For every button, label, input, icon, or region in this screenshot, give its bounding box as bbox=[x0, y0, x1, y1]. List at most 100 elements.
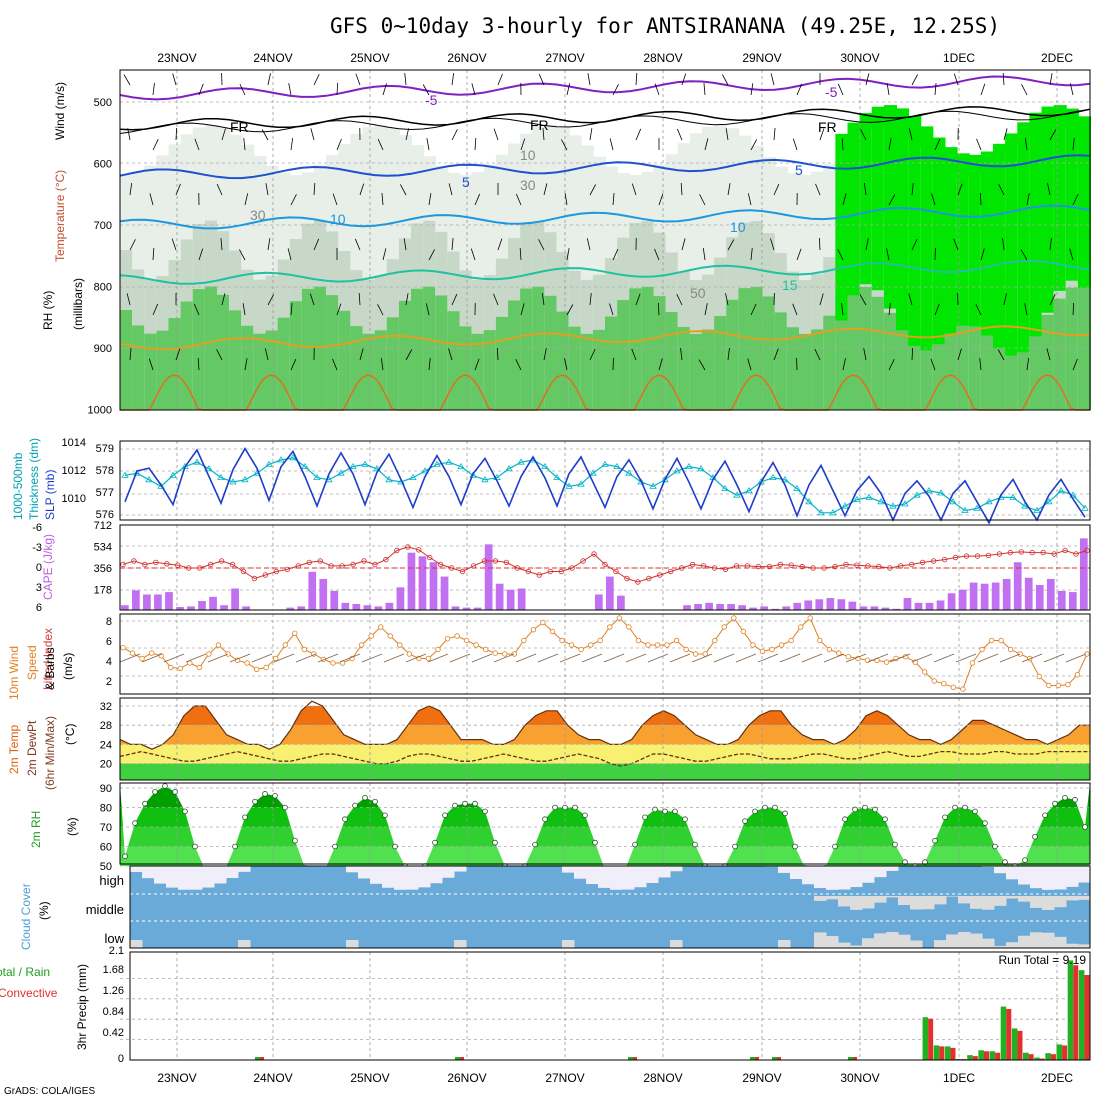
cape-bar bbox=[143, 594, 151, 610]
wind-speed-point bbox=[1036, 673, 1042, 680]
rh-shade bbox=[750, 286, 764, 410]
wind10m-barb bbox=[449, 653, 471, 663]
high-cloud-gap bbox=[202, 866, 215, 888]
date-label-top: 29NOV bbox=[742, 51, 781, 65]
cape-bar bbox=[892, 608, 901, 610]
wind-speed-point bbox=[607, 624, 613, 630]
thickness-point bbox=[289, 454, 297, 461]
high-cloud-gap bbox=[142, 866, 155, 879]
wind-barb bbox=[149, 193, 154, 206]
wind-speed-point bbox=[1017, 651, 1023, 657]
precip-total-bar bbox=[1023, 1052, 1029, 1060]
rh-shade bbox=[665, 312, 679, 410]
low-cloud-gap bbox=[874, 933, 887, 948]
rh-shade bbox=[1029, 112, 1043, 337]
wind-barb bbox=[471, 83, 476, 96]
contour-label: 10 bbox=[330, 211, 346, 227]
wind-barb bbox=[842, 358, 846, 371]
rh-shade bbox=[799, 333, 813, 410]
rh2m-units-label: (%) bbox=[65, 817, 79, 836]
date-label-top: 1DEC bbox=[943, 51, 975, 65]
rh-point bbox=[972, 808, 978, 815]
wind-speed-point bbox=[597, 637, 603, 644]
cape-bar bbox=[132, 590, 140, 610]
wind-speed-point bbox=[998, 637, 1004, 644]
wind-barb bbox=[428, 358, 431, 371]
li-point bbox=[887, 565, 893, 571]
rh-shade bbox=[920, 126, 934, 351]
cape-bar bbox=[495, 583, 504, 610]
cape-bar bbox=[396, 587, 405, 610]
pressure-tick: 900 bbox=[94, 343, 112, 355]
rh-shade bbox=[908, 333, 922, 410]
wind-barb bbox=[216, 349, 223, 361]
precip-rain-bar bbox=[1062, 1045, 1068, 1060]
high-cloud-gap bbox=[562, 866, 575, 873]
low-cloud-gap bbox=[910, 940, 923, 948]
high-cloud-gap bbox=[1006, 866, 1019, 880]
rh-shade bbox=[277, 317, 291, 410]
li-point bbox=[602, 561, 608, 568]
wind-barb bbox=[911, 183, 914, 196]
wind-barb bbox=[837, 249, 844, 261]
cape-bar bbox=[385, 602, 394, 610]
wind-barb bbox=[313, 74, 320, 86]
wind-barb bbox=[566, 248, 570, 261]
wind-barb bbox=[631, 348, 637, 361]
precip-tick: 0.84 bbox=[103, 1006, 124, 1018]
cape-bar bbox=[165, 592, 173, 610]
precip-rain-bar bbox=[983, 1051, 989, 1060]
rh-tick: 80 bbox=[100, 803, 112, 815]
date-label-top: 23NOV bbox=[157, 51, 196, 65]
li-point bbox=[262, 572, 269, 578]
wind-speed-point bbox=[253, 666, 260, 672]
wind-barb bbox=[336, 138, 342, 151]
rh2m-labels: 2m RH (%) bbox=[29, 811, 79, 848]
wind-speed-point bbox=[530, 627, 537, 633]
rh-shade bbox=[459, 326, 473, 410]
wind-barb bbox=[1072, 193, 1079, 206]
wind-barb bbox=[886, 248, 890, 261]
rh-shade bbox=[823, 315, 837, 410]
high-cloud-gap bbox=[790, 866, 803, 880]
wind-barb bbox=[359, 348, 364, 361]
thickness-point bbox=[877, 498, 885, 505]
rh-shade bbox=[847, 122, 861, 296]
thickness-slp-panel: 579 578 577 576 1014 1012 1010 bbox=[62, 437, 1091, 525]
rh-shade bbox=[859, 286, 873, 410]
li-point bbox=[1040, 549, 1046, 556]
wind-barb bbox=[519, 248, 522, 261]
low-cloud-gap bbox=[1006, 942, 1019, 948]
wind-barb bbox=[313, 183, 316, 196]
wind-speed-point bbox=[263, 664, 269, 671]
wind-speed-point bbox=[1065, 681, 1071, 688]
thickness-point bbox=[457, 462, 465, 469]
li-point bbox=[196, 565, 203, 571]
wind-barb bbox=[355, 73, 361, 86]
contour-line bbox=[119, 154, 1091, 180]
rh-point bbox=[842, 816, 848, 822]
li-point bbox=[711, 565, 718, 571]
rh-point bbox=[562, 804, 568, 811]
rh-shade bbox=[192, 289, 206, 410]
thickness-point bbox=[265, 460, 273, 467]
wind-speed-point bbox=[406, 651, 413, 657]
wind-barb bbox=[1024, 303, 1028, 316]
wind-speed-point bbox=[378, 624, 384, 630]
rh-shade bbox=[229, 310, 243, 410]
thickness-point bbox=[673, 467, 681, 474]
rh-shade bbox=[1077, 287, 1091, 410]
thickness-labels: 1000-500mb Thickness (dm) SLP (mb) bbox=[11, 438, 57, 520]
thickness-point bbox=[1057, 487, 1065, 494]
wind-barb bbox=[796, 83, 803, 96]
rh-point bbox=[1082, 824, 1088, 830]
cape-tick: 178 bbox=[94, 585, 112, 597]
thickness-point bbox=[937, 489, 945, 496]
wind-speed-point bbox=[731, 615, 737, 621]
cape-bar bbox=[694, 604, 702, 610]
wind-barb bbox=[515, 193, 522, 206]
high-cloud-gap bbox=[586, 866, 599, 885]
precip-tick: 2.1 bbox=[109, 945, 124, 957]
wind-barb bbox=[239, 249, 246, 261]
cape-bar bbox=[363, 605, 372, 610]
